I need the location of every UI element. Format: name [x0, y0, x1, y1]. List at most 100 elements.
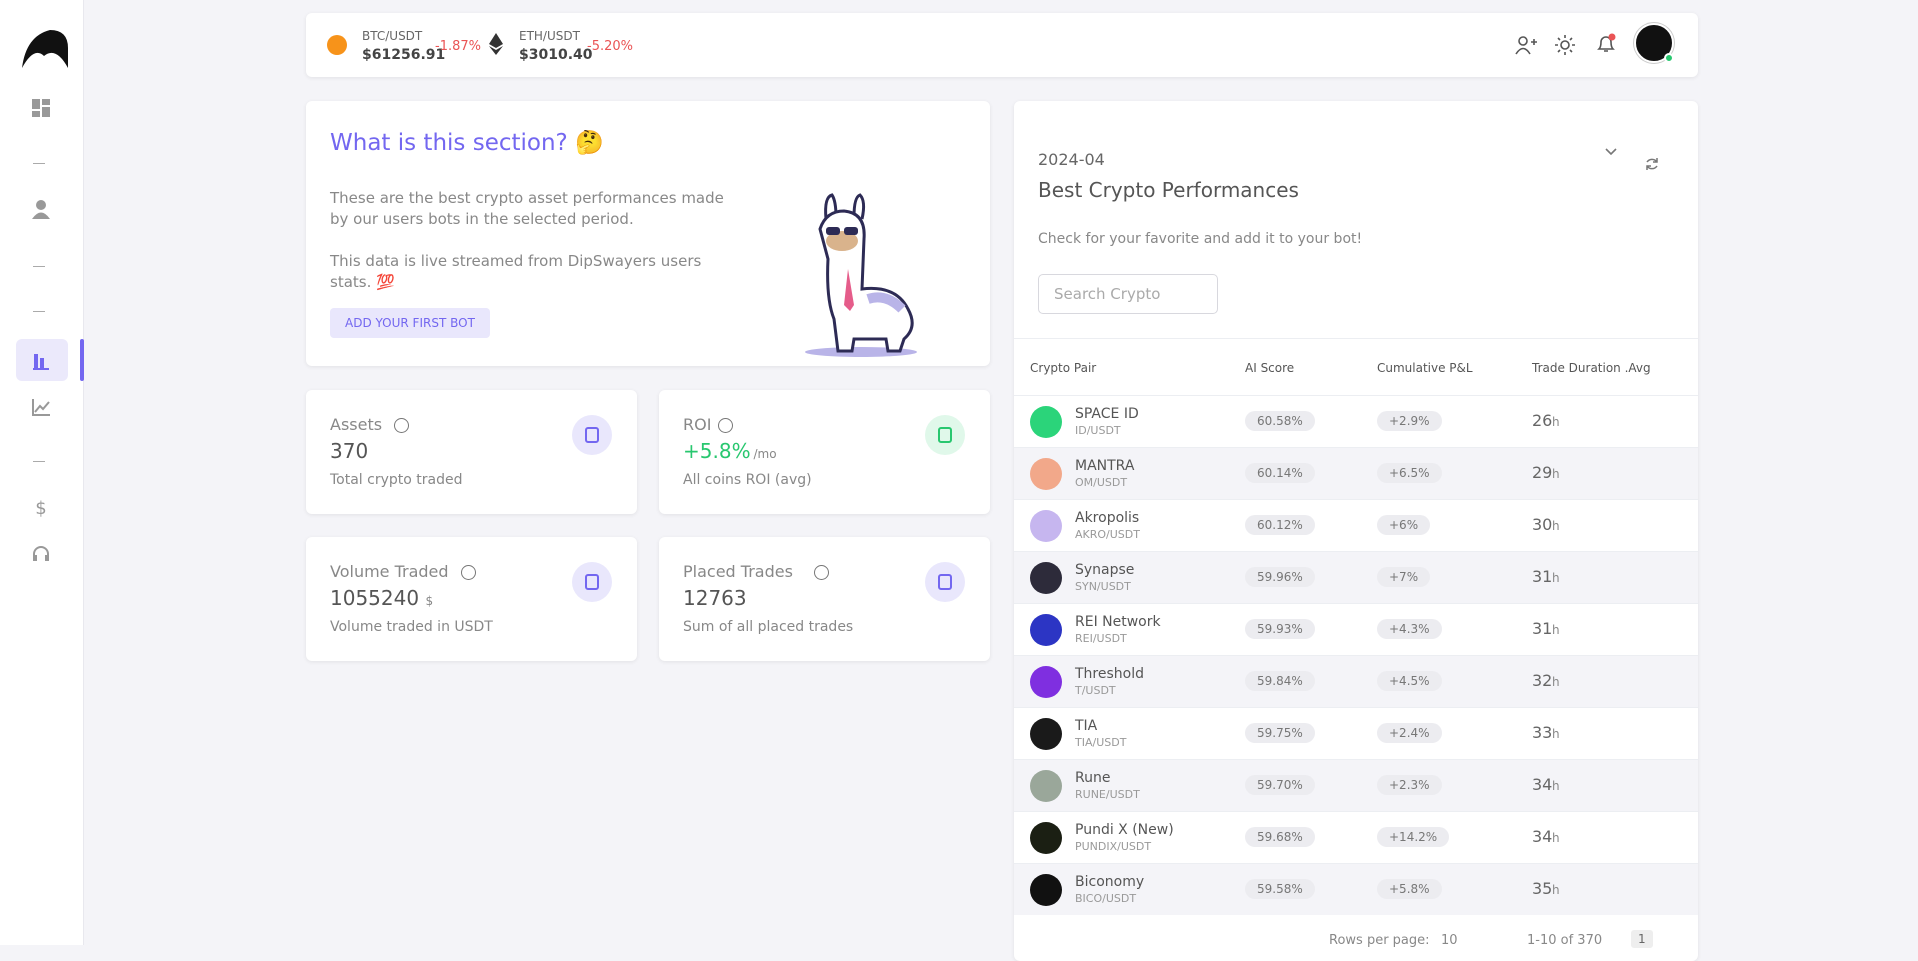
user-icon[interactable] — [30, 198, 52, 220]
coin-icon — [1030, 562, 1062, 594]
eth-icon — [489, 33, 503, 55]
table-row[interactable]: Akropolis AKRO/USDT 60.12% +6% 30 h — [1014, 499, 1698, 551]
stat-card: Volume Traded 1055240 $ Volume traded in US… — [306, 537, 637, 661]
duration: 34 — [1532, 775, 1553, 794]
support-icon[interactable] — [30, 543, 52, 565]
coin-pair: AKRO/USDT — [1075, 528, 1140, 541]
rows-per-page[interactable]: 10 — [1441, 933, 1458, 948]
stat-value: 1055240 — [330, 586, 420, 610]
ticker-price: $61256.91 — [362, 47, 446, 63]
stat-value: +5.8% — [683, 439, 751, 463]
duration: 32 — [1532, 671, 1553, 690]
coin-icon — [1030, 510, 1062, 542]
svg-text:$: $ — [35, 498, 46, 519]
column-header: Trade Duration .Avg — [1532, 361, 1651, 375]
duration-unit: h — [1552, 883, 1560, 897]
table-row[interactable]: Pundi X (New) PUNDIX/USDT 59.68% +14.2% 34 h — [1014, 811, 1698, 863]
coin-name: SPACE ID — [1075, 406, 1139, 422]
table-row[interactable]: TIA TIA/USDT 59.75% +2.4% 33 h — [1014, 707, 1698, 759]
llama-illustration — [805, 193, 917, 357]
coin-icon — [1030, 406, 1062, 438]
rows-per-page-label: Rows per page: — [1329, 933, 1430, 948]
panel-title: Best Crypto Performances — [1038, 178, 1299, 202]
notification-icon[interactable] — [1595, 33, 1617, 55]
pnl: +4.5% — [1377, 671, 1442, 691]
logo — [22, 30, 68, 68]
pnl: +2.3% — [1377, 775, 1442, 795]
ticker-pair: BTC/USDT — [362, 29, 423, 43]
duration-unit: h — [1552, 571, 1560, 585]
add-user-icon[interactable] — [1515, 35, 1537, 55]
duration: 35 — [1532, 879, 1553, 898]
icon-glyph — [938, 427, 952, 443]
duration: 29 — [1532, 463, 1553, 482]
period-dropdown[interactable] — [1604, 147, 1618, 157]
duration: 31 — [1532, 619, 1553, 638]
performance-panel: 2024-04 Best Crypto Performances Check f… — [1014, 101, 1698, 961]
ai-score: 59.75% — [1245, 723, 1315, 743]
table-row[interactable]: Biconomy BICO/USDT 59.58% +5.8% 35 h — [1014, 863, 1698, 915]
stat-caption: Total crypto traded — [330, 472, 463, 488]
coin-pair: OM/USDT — [1075, 476, 1128, 489]
chart-icon[interactable] — [30, 349, 52, 371]
ticker-price: $3010.40 — [519, 47, 593, 63]
sidebar: $ — [0, 0, 84, 945]
info-text: These are the best crypto asset performa… — [330, 189, 724, 228]
stat-value: 12763 — [683, 586, 747, 610]
coin-pair: REI/USDT — [1075, 632, 1127, 645]
ai-score: 59.96% — [1245, 567, 1315, 587]
table-row[interactable]: MANTRA OM/USDT 60.14% +6.5% 29 h — [1014, 447, 1698, 499]
duration-unit: h — [1552, 831, 1560, 845]
icon-glyph — [938, 574, 952, 590]
coin-pair: PUNDIX/USDT — [1075, 840, 1152, 853]
pnl: +2.9% — [1377, 411, 1442, 431]
stat-caption: Volume traded in USDT — [330, 619, 493, 635]
column-header: AI Score — [1245, 361, 1295, 375]
duration: 30 — [1532, 515, 1553, 534]
coin-icon — [1030, 822, 1062, 854]
pnl: +6% — [1377, 515, 1431, 535]
duration-unit: h — [1552, 467, 1560, 481]
stat-caption: All coins ROI (avg) — [683, 472, 812, 488]
theme-icon[interactable] — [1555, 35, 1575, 55]
duration: 26 — [1532, 411, 1553, 430]
coin-icon — [1030, 666, 1062, 698]
pnl: +14.2% — [1377, 827, 1450, 847]
pnl: +7% — [1377, 567, 1431, 587]
table-row[interactable]: Threshold T/USDT 59.84% +4.5% 32 h — [1014, 655, 1698, 707]
column-header: Cumulative P&L — [1377, 361, 1473, 375]
table-row[interactable]: SPACE ID ID/USDT 60.58% +2.9% 26 h — [1014, 395, 1698, 447]
panel-subtitle: Check for your favorite and add it to yo… — [1038, 231, 1363, 247]
info-icon — [813, 565, 829, 580]
stat-icon — [925, 415, 965, 455]
stat-caption: Sum of all placed trades — [683, 619, 854, 635]
refresh-icon[interactable] — [1644, 156, 1660, 172]
coin-name: Rune — [1075, 770, 1111, 786]
table-row[interactable]: REI Network REI/USDT 59.93% +4.3% 31 h — [1014, 603, 1698, 655]
pnl: +5.8% — [1377, 879, 1442, 899]
ticker-change: -1.87% — [435, 39, 481, 54]
stat-label: Assets — [330, 415, 383, 434]
ai-score: 60.58% — [1245, 411, 1315, 431]
trend-icon[interactable] — [30, 396, 52, 418]
stat-card: ROI +5.8%/mo All coins ROI (avg) — [659, 390, 990, 514]
stat-unit: /mo — [753, 447, 777, 461]
dashboard-icon[interactable] — [30, 97, 52, 119]
stat-card: Assets 370 Total crypto traded — [306, 390, 637, 514]
info-icon — [717, 418, 733, 433]
page-number[interactable]: 1 — [1631, 930, 1653, 948]
pnl: +6.5% — [1377, 463, 1442, 483]
coin-icon — [1030, 718, 1062, 750]
ai-score: 59.93% — [1245, 619, 1315, 639]
ticker-pair: ETH/USDT — [519, 29, 580, 43]
stat-value: 370 — [330, 439, 369, 463]
duration: 33 — [1532, 723, 1553, 742]
search-input[interactable]: Search Crypto — [1038, 274, 1218, 314]
add-bot-button[interactable]: ADD YOUR FIRST BOT — [330, 308, 490, 338]
stat-unit: $ — [425, 594, 434, 608]
table-row[interactable]: Rune RUNE/USDT 59.70% +2.3% 34 h — [1014, 759, 1698, 811]
table-row[interactable]: Synapse SYN/USDT 59.96% +7% 31 h — [1014, 551, 1698, 603]
dollar-icon[interactable]: $ — [30, 497, 52, 519]
page-range: 1-10 of 370 — [1527, 933, 1603, 948]
coin-pair: RUNE/USDT — [1075, 788, 1140, 801]
